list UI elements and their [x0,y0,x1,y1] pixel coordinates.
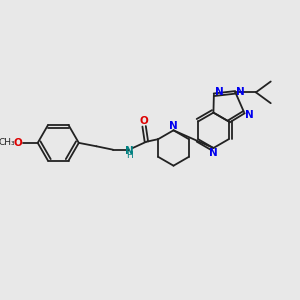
Text: N: N [245,110,254,120]
Text: CH₃: CH₃ [0,138,15,147]
Text: N: N [236,87,245,97]
Text: N: N [209,148,218,158]
Text: N: N [214,87,224,97]
Text: N: N [125,146,134,156]
Text: N: N [169,121,178,131]
Text: H: H [126,152,133,160]
Text: O: O [140,116,148,126]
Text: O: O [14,138,23,148]
